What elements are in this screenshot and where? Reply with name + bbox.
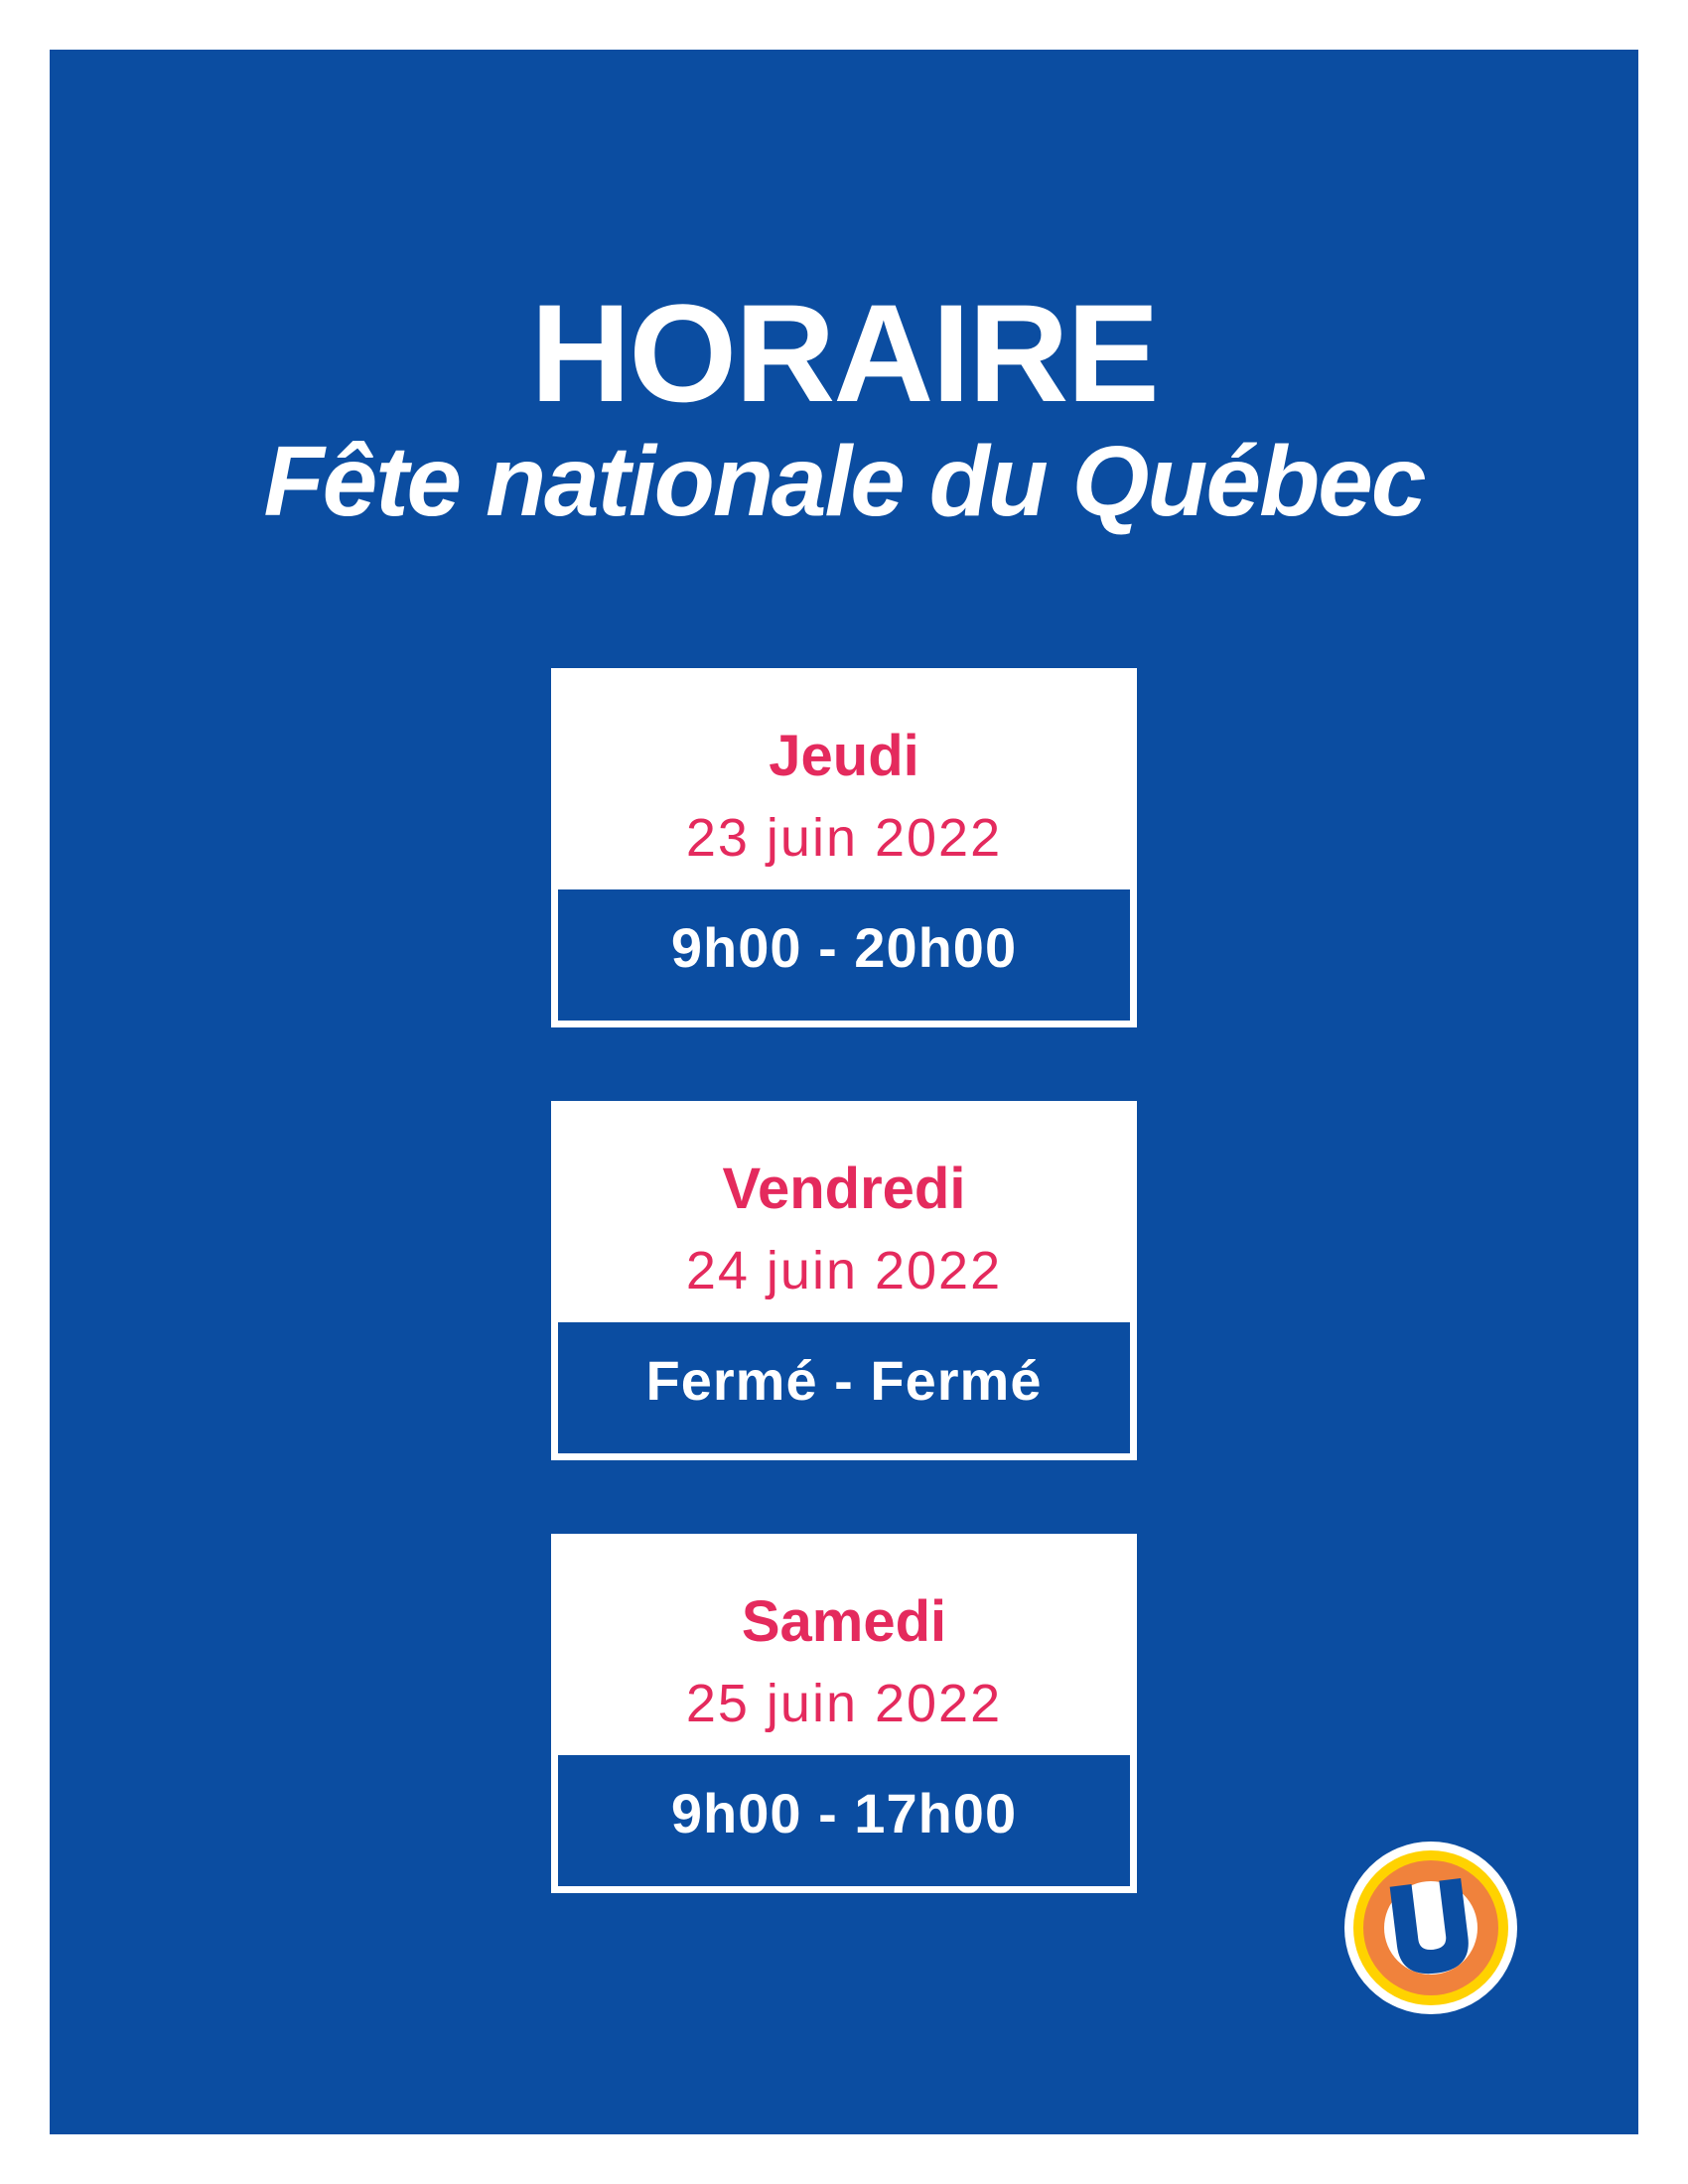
date-label: 23 juin 2022 bbox=[685, 808, 1003, 868]
schedule-card-samedi: Samedi 25 juin 2022 9h00 - 17h00 bbox=[551, 1534, 1137, 1893]
poster-title: HORAIRE bbox=[530, 275, 1160, 431]
hours-band: Fermé - Fermé bbox=[558, 1322, 1130, 1453]
uniprix-logo-icon bbox=[1344, 1842, 1517, 2014]
logo-letter-u bbox=[1389, 1877, 1469, 1975]
hours-label: 9h00 - 20h00 bbox=[670, 916, 1018, 979]
date-label: 24 juin 2022 bbox=[685, 1241, 1003, 1300]
day-label: Jeudi bbox=[769, 724, 919, 788]
day-label: Vendredi bbox=[722, 1157, 966, 1221]
schedule-card-jeudi: Jeudi 23 juin 2022 9h00 - 20h00 bbox=[551, 668, 1137, 1027]
hours-label: Fermé - Fermé bbox=[645, 1349, 1043, 1412]
uniprix-logo bbox=[1344, 1842, 1517, 2014]
poster-background: HORAIRE Fête nationale du Québec Jeudi 2… bbox=[50, 50, 1638, 2134]
date-label: 25 juin 2022 bbox=[685, 1674, 1003, 1733]
day-label: Samedi bbox=[741, 1589, 947, 1654]
hours-band: 9h00 - 17h00 bbox=[558, 1755, 1130, 1886]
poster-subtitle: Fête nationale du Québec bbox=[263, 426, 1427, 537]
schedule-card-vendredi: Vendredi 24 juin 2022 Fermé - Fermé bbox=[551, 1101, 1137, 1460]
hours-band: 9h00 - 20h00 bbox=[558, 889, 1130, 1021]
hours-label: 9h00 - 17h00 bbox=[670, 1782, 1018, 1844]
